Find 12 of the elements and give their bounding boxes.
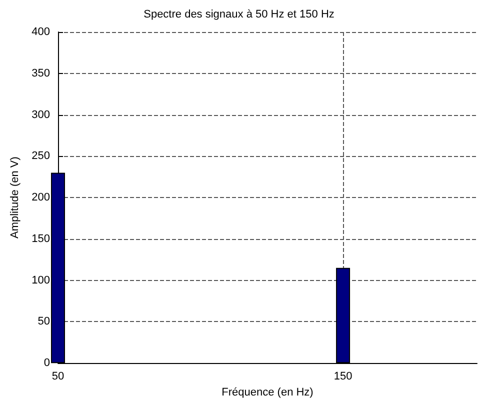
y-tick-label: 350 bbox=[32, 67, 50, 80]
x-axis-title: Fréquence (en Hz) bbox=[222, 386, 314, 398]
y-tick-label: 300 bbox=[32, 108, 50, 121]
y-tick-label: 50 bbox=[38, 316, 50, 328]
y-tick-label: 100 bbox=[32, 274, 50, 286]
chart-title: Spectre des signaux à 50 Hz et 150 Hz bbox=[144, 8, 334, 20]
y-tick-label: 150 bbox=[32, 232, 50, 245]
y-tick-label: 200 bbox=[32, 192, 50, 204]
y-tick-label: 400 bbox=[32, 26, 50, 38]
y-tick-label: 0 bbox=[44, 357, 50, 370]
y-tick-label: 250 bbox=[32, 150, 50, 162]
y-axis-title: Amplitude (en V) bbox=[9, 156, 22, 239]
